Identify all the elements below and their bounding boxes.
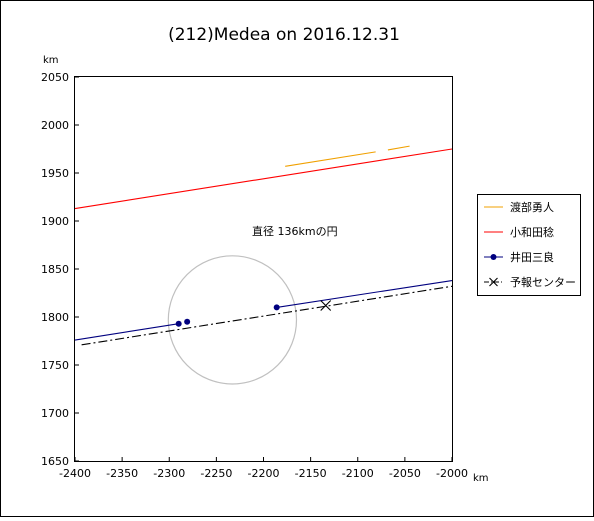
x-tick-label: -2350: [106, 467, 138, 480]
y-tick-label: 2050: [41, 71, 69, 84]
plot-area: [74, 76, 453, 462]
series-2-line: [74, 323, 179, 341]
legend-label-1: 小和田稔: [510, 225, 554, 239]
legend-marker-2: [490, 254, 497, 260]
x-axis: -2400 -2350 -2300 -2250 -2200 -2150 -2100 -2050…: [59, 457, 468, 480]
series-2-point: [273, 304, 280, 311]
y-tick-label: 1750: [41, 359, 69, 372]
y-axis: 1650 1700 1750 1800 1850 1900 1950 2000 2050: [41, 71, 79, 468]
x-tick-label: -2050: [389, 467, 421, 480]
circle-label: 直径 136kmの円: [252, 224, 338, 238]
y-unit-label: km: [43, 55, 59, 66]
series-3-line: [81, 285, 453, 346]
x-tick-label: -2300: [153, 467, 185, 480]
series-2-line: [276, 279, 453, 308]
x-tick-label: -2000: [436, 467, 468, 480]
series-0-line: [285, 151, 376, 167]
y-tick-label: 1800: [41, 311, 69, 324]
legend-box: [477, 194, 581, 296]
series-2-point: [175, 320, 182, 327]
x-tick-label: -2400: [59, 467, 91, 480]
legend-marker-3: [489, 277, 498, 287]
series-2-point: [184, 318, 191, 325]
legend-label-3: 予報センター: [510, 276, 576, 289]
diameter-circle: [167, 255, 298, 385]
y-tick-label: 1700: [41, 407, 69, 420]
x-tick-label: -2100: [342, 467, 374, 480]
x-unit-label: km: [473, 473, 489, 484]
y-tick-label: 1850: [41, 263, 69, 276]
x-tick-label: -2200: [248, 467, 280, 480]
y-tick-label: 1900: [41, 215, 69, 228]
y-tick-label: 1950: [41, 167, 69, 180]
plot-content: [74, 145, 453, 385]
x-tick-label: -2250: [200, 467, 232, 480]
series-0-line: [387, 145, 410, 151]
series-1-line: [74, 148, 453, 210]
legend-label-2: 井田三良: [510, 250, 554, 264]
y-tick-label: 1650: [41, 455, 69, 468]
chart-title: (212)Medea on 2016.12.31: [168, 25, 400, 45]
y-tick-label: 2000: [41, 119, 69, 132]
legend-label-0: 渡部勇人: [510, 200, 554, 214]
series-3-point: [320, 300, 332, 311]
x-tick-label: -2150: [295, 467, 327, 480]
